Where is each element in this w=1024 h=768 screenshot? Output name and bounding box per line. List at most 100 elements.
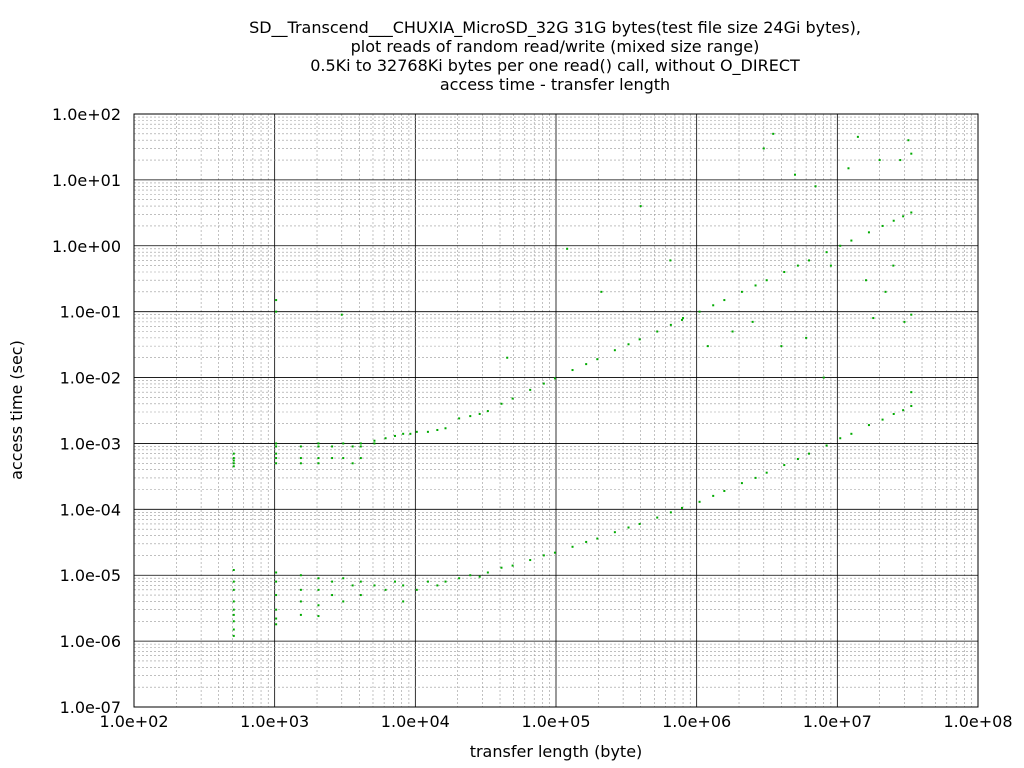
data-point [384,588,387,591]
data-point [506,356,509,359]
data-point [232,588,235,591]
data-point [553,551,556,554]
data-point [317,457,320,460]
data-point [384,437,387,440]
y-tick-label: 1.0e+02 [52,105,121,124]
y-axis-label: access time (sec) [7,340,26,480]
data-point [478,412,481,415]
x-tick-label: 1.0e+05 [521,712,590,731]
data-point [373,439,376,442]
x-tick-label: 1.0e+07 [803,712,872,731]
data-point [613,349,616,352]
data-point [751,320,754,323]
data-point [596,537,599,540]
data-point [892,412,895,415]
data-point [469,415,472,418]
data-point [415,430,418,433]
data-point [232,634,235,637]
data-point [317,615,320,618]
data-point [740,290,743,293]
data-point [796,264,799,267]
data-point [232,569,235,572]
data-point [275,457,278,460]
data-point [822,376,825,379]
data-point [850,239,853,242]
data-point [232,620,235,623]
y-tick-label: 1.0e-06 [60,632,121,651]
data-point [342,577,345,580]
data-point [232,452,235,455]
data-point [500,402,503,405]
data-point [723,299,726,302]
data-point [793,173,796,176]
data-point [469,574,472,577]
data-point [478,575,481,578]
plot-frame [133,113,979,708]
data-point [444,580,447,583]
data-point [444,427,447,430]
data-point [808,452,811,455]
y-tick-label: 1.0e-05 [60,566,121,585]
data-point [881,224,884,227]
data-point [723,489,726,492]
data-point [765,471,768,474]
data-point [825,251,828,254]
data-point [712,304,715,307]
data-point [299,445,302,448]
data-point [458,417,461,420]
data-point [669,259,672,262]
data-point [402,432,405,435]
data-point [878,159,881,162]
data-point [275,580,278,583]
data-point [409,432,412,435]
data-point [275,299,278,302]
data-point [342,600,345,603]
data-point [865,279,868,282]
data-point [839,244,842,247]
data-point [351,584,354,587]
data-point [839,437,842,440]
data-point [542,382,545,385]
data-point [299,600,302,603]
x-tick-label: 1.0e+03 [240,712,309,731]
data-point [680,318,683,321]
data-point [783,464,786,467]
data-point [585,363,588,366]
data-point [426,580,429,583]
data-point [825,444,828,447]
data-point [814,185,817,188]
data-point [331,457,334,460]
data-point [317,604,320,607]
data-point [596,358,599,361]
data-point [856,135,859,138]
data-point [765,279,768,282]
data-point [783,270,786,273]
data-point [529,388,532,391]
data-point [342,457,345,460]
data-point [796,458,799,461]
data-point [299,457,302,460]
data-point [762,147,765,150]
data-point [275,445,278,448]
data-point [275,310,278,313]
data-point [740,482,743,485]
chart-title: SD__Transcend___CHUXIA_MicroSD_32G 31G b… [249,18,861,94]
data-point [232,600,235,603]
data-point [884,290,887,293]
data-point [402,584,405,587]
chart-grid [133,114,978,708]
data-point [910,313,913,316]
data-point [903,320,906,323]
y-tick-label: 1.0e-07 [60,698,121,717]
data-point [351,445,354,448]
data-point [805,336,808,339]
data-point [275,452,278,455]
data-point [275,617,278,620]
data-point [808,259,811,262]
data-point [299,613,302,616]
data-point [299,462,302,465]
data-point [881,418,884,421]
data-point [698,310,701,313]
data-point [317,588,320,591]
data-point [275,571,278,574]
